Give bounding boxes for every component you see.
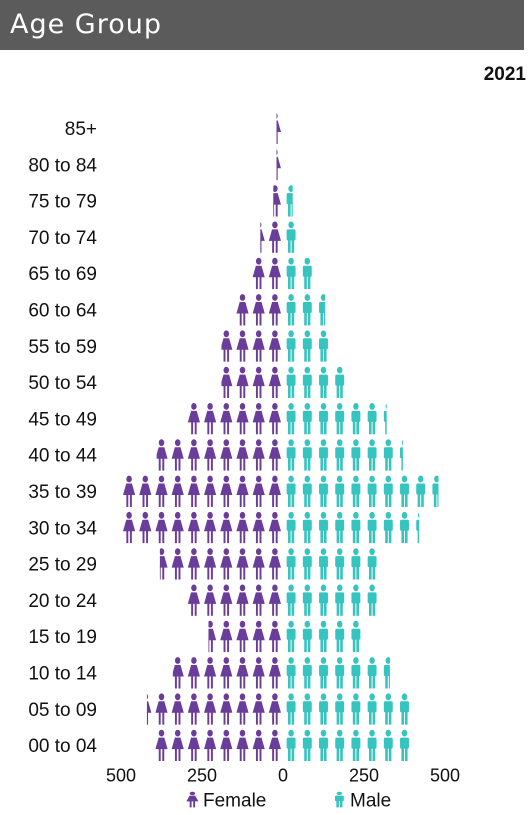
legend: Female Male (186, 790, 391, 811)
bars-group (123, 112, 439, 762)
male-bar (286, 729, 409, 762)
female-bar (159, 548, 281, 580)
legend-label: Female (203, 790, 266, 811)
category-label: 10 to 14 (28, 664, 97, 685)
female-bar (123, 475, 281, 507)
population-pyramid-chart: 85+ 80 to 84 75 to 79 70 to 74 65 to 69 60 to… (28, 112, 460, 811)
male-bar (286, 548, 377, 580)
male-bar (286, 693, 409, 725)
male-bar (286, 620, 361, 653)
header-bar: Age Group (0, 0, 524, 50)
female-bar (252, 257, 281, 290)
x-tick-label: 250 (187, 765, 217, 785)
category-label: 50 to 54 (28, 373, 97, 394)
female-bar (236, 294, 281, 326)
female-bar (221, 330, 281, 362)
male-bar (286, 185, 293, 217)
category-label: 75 to 79 (28, 192, 97, 213)
male-bar (286, 657, 390, 689)
category-label: 30 to 34 (28, 518, 97, 539)
legend-icon (186, 791, 199, 808)
category-label: 65 to 69 (28, 264, 97, 285)
category-label: 60 to 64 (28, 301, 97, 322)
male-bar (286, 439, 403, 471)
category-label: 45 to 49 (28, 409, 97, 430)
male-bar (286, 294, 326, 326)
female-bar (276, 112, 281, 144)
x-tick-labels: 500 250 0 250 500 (106, 765, 460, 785)
female-bar (276, 148, 281, 181)
male-bar (287, 113, 296, 144)
female-bar (260, 221, 281, 253)
female-bar (187, 403, 281, 435)
category-label: 20 to 24 (28, 591, 97, 612)
male-bar (286, 221, 296, 253)
female-bar (156, 439, 281, 471)
category-label: 25 to 29 (28, 555, 97, 576)
year-label: 2021 (483, 64, 526, 85)
category-labels: 85+ 80 to 84 75 to 79 70 to 74 65 to 69 60 to… (28, 119, 97, 757)
category-label: 80 to 84 (28, 155, 97, 176)
category-label: 15 to 19 (28, 627, 97, 648)
male-bar (286, 511, 420, 544)
female-bar (155, 729, 281, 762)
legend-label: Male (350, 790, 391, 811)
male-bar (286, 366, 345, 399)
category-label: 70 to 74 (28, 228, 97, 249)
female-bar (187, 584, 281, 616)
female-bar (208, 620, 281, 653)
category-label: 35 to 39 (28, 482, 97, 503)
chart-title: Age Group (10, 9, 163, 40)
x-tick-label: 250 (349, 765, 379, 785)
category-label: 40 to 44 (28, 446, 97, 467)
female-bar (273, 185, 281, 217)
legend-icon (335, 791, 344, 808)
male-bar (286, 257, 312, 290)
male-bar (286, 584, 377, 616)
category-label: 55 to 59 (28, 337, 97, 358)
male-bar (286, 403, 387, 435)
category-label: 85+ (65, 119, 97, 140)
category-label: 05 to 09 (28, 700, 97, 721)
x-tick-label: 0 (278, 765, 288, 785)
male-bar (287, 149, 296, 180)
category-label: 00 to 04 (28, 736, 97, 757)
female-bar (146, 693, 281, 725)
male-bar (286, 475, 439, 507)
x-tick-label: 500 (430, 765, 460, 785)
female-bar (123, 511, 281, 544)
x-tick-label: 500 (106, 765, 136, 785)
female-bar (172, 657, 281, 689)
female-bar (221, 366, 281, 399)
male-bar (286, 330, 328, 362)
